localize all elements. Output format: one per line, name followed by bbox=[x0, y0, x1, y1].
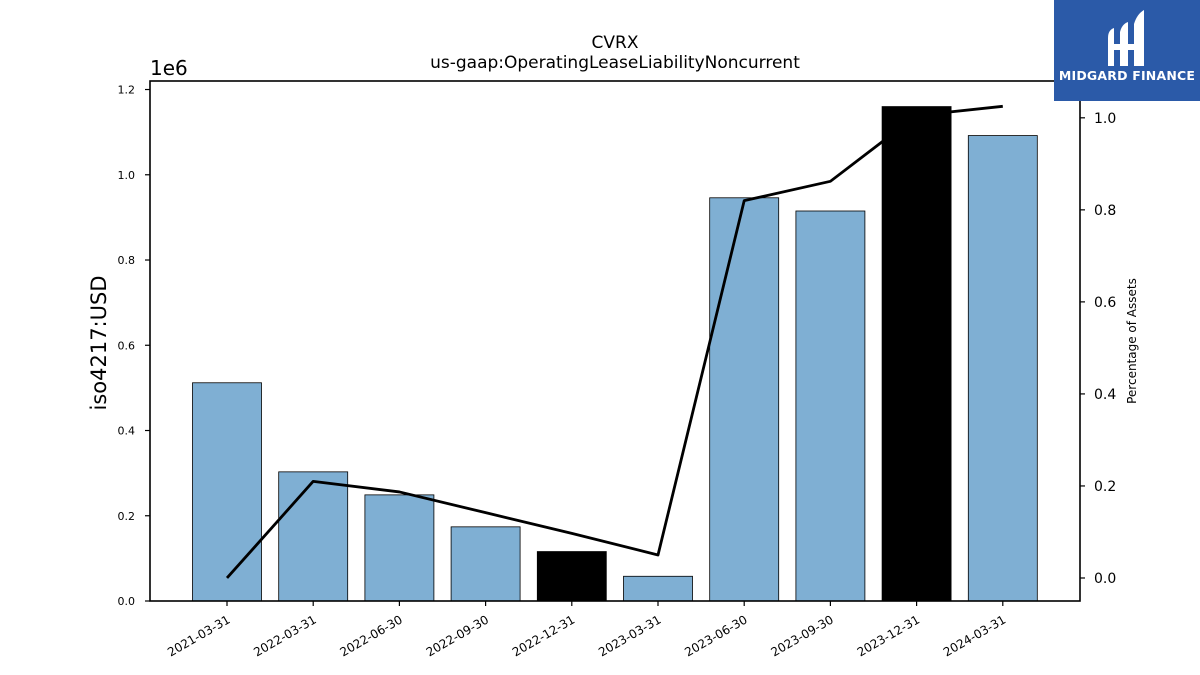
y2-tick-label: 0.2 bbox=[1094, 479, 1116, 495]
y-tick-label: 1.2 bbox=[118, 84, 136, 97]
y2-tick-label: 0.6 bbox=[1094, 295, 1116, 311]
y-tick-label: 0.4 bbox=[118, 425, 136, 438]
bar bbox=[192, 382, 262, 602]
y2-tick-label: 0.8 bbox=[1094, 203, 1116, 219]
x-tick-label: 2022-06-30 bbox=[337, 612, 404, 659]
bar bbox=[967, 135, 1038, 602]
x-tick-label: 2024-03-31 bbox=[941, 612, 1008, 659]
logo: MIDGARD FINANCE bbox=[1054, 0, 1200, 101]
y-tick-label: 0.0 bbox=[118, 595, 136, 608]
chart-title: CVRX bbox=[592, 33, 639, 53]
y2-tick-label: 0.0 bbox=[1094, 571, 1116, 587]
y-offset-label: 1e6 bbox=[150, 56, 188, 80]
chart-subtitle: us-gaap:OperatingLeaseLiabilityNoncurren… bbox=[430, 53, 800, 73]
bar bbox=[278, 471, 349, 602]
x-tick-label: 2023-06-30 bbox=[682, 612, 749, 659]
bar bbox=[536, 551, 607, 602]
x-tick-label: 2022-03-31 bbox=[251, 612, 318, 659]
x-tick-label: 2023-03-31 bbox=[596, 612, 663, 659]
y-tick-label: 0.8 bbox=[118, 254, 136, 267]
bar bbox=[623, 575, 693, 602]
bar bbox=[881, 106, 952, 602]
plot-frame bbox=[149, 80, 1081, 602]
axes-layer: 0.0 0.2 0.4 0.6 0.8 1.0 1.2 0.0 0.2 0.4 0.6 0.8 1.0 2… bbox=[118, 80, 1116, 659]
y-tick-label: 0.2 bbox=[118, 510, 136, 523]
x-tick-label: 2021-03-31 bbox=[165, 612, 232, 659]
y2-tick-label: 0.4 bbox=[1094, 387, 1116, 403]
x-tick-label: 2022-09-30 bbox=[424, 612, 491, 659]
logo-text: MIDGARD FINANCE bbox=[1058, 68, 1196, 83]
y-tick-label: 1.0 bbox=[118, 169, 136, 182]
bar bbox=[364, 494, 435, 602]
y-tick-label: 0.6 bbox=[118, 339, 136, 352]
bars-layer bbox=[192, 106, 1038, 602]
y2-axis-label: Percentage of Assets bbox=[1125, 278, 1139, 404]
x-tick-label: 2022-12-31 bbox=[510, 612, 577, 659]
y-axis-label: iso4217:USD bbox=[87, 275, 111, 410]
x-tick-label: 2023-09-30 bbox=[768, 612, 835, 659]
bar bbox=[795, 210, 866, 602]
bar bbox=[709, 197, 780, 602]
midgard-logo-icon bbox=[1108, 10, 1144, 66]
y2-tick-label: 1.0 bbox=[1094, 111, 1116, 127]
series-line bbox=[225, 104, 1003, 579]
line-layer bbox=[225, 104, 1003, 579]
x-tick-label: 2023-12-31 bbox=[855, 612, 922, 659]
bar bbox=[450, 526, 521, 602]
